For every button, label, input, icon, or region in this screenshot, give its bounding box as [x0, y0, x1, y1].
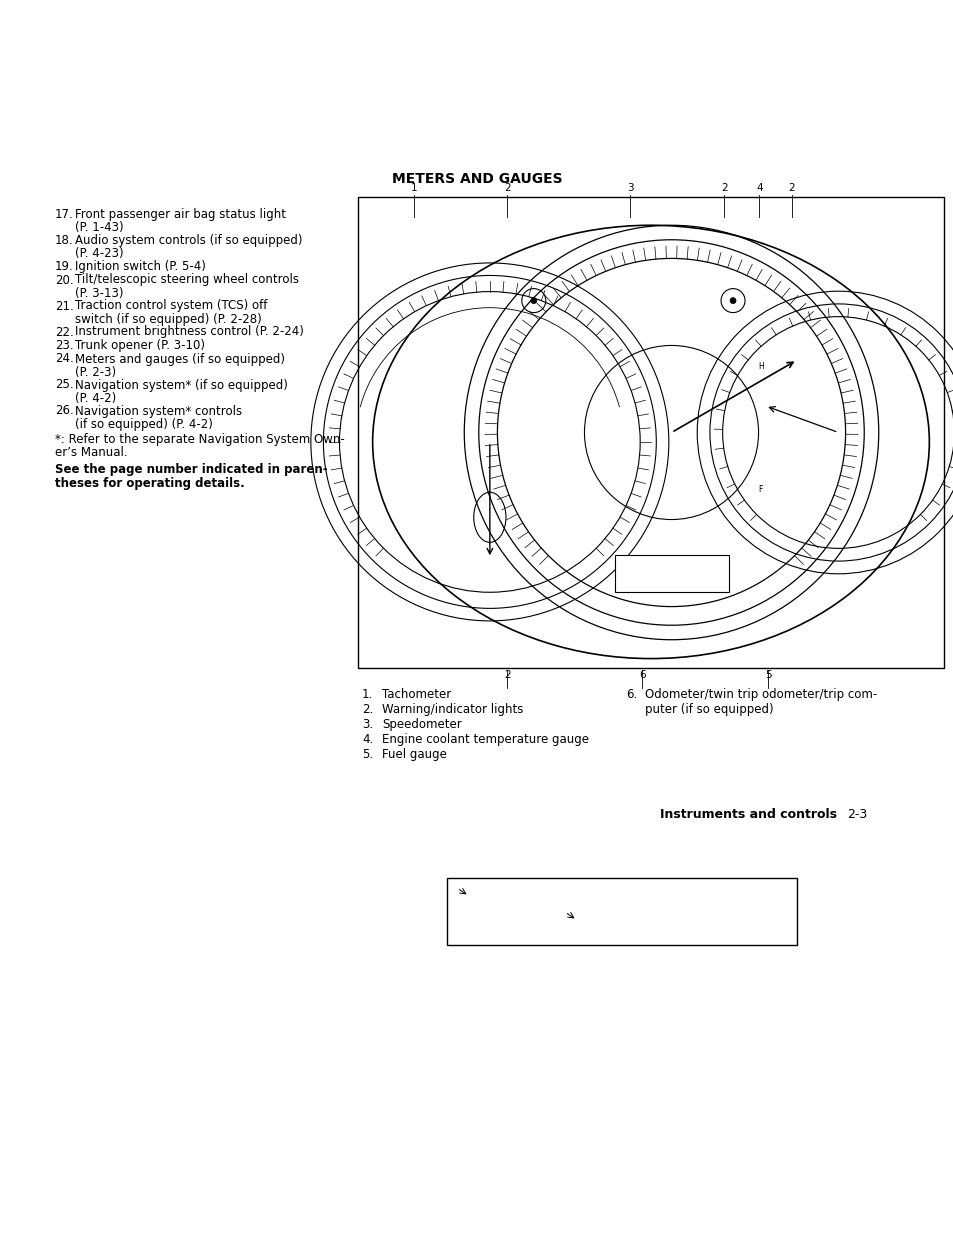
Text: Odometer/twin trip odometer/trip com-: Odometer/twin trip odometer/trip com- [644, 688, 877, 701]
Text: Ignition switch (P. 5-4): Ignition switch (P. 5-4) [75, 261, 206, 273]
Text: Tilt/telescopic steering wheel controls: Tilt/telescopic steering wheel controls [75, 273, 298, 287]
Text: 24.: 24. [55, 352, 73, 366]
Text: 19.: 19. [55, 261, 73, 273]
Text: Fuel gauge: Fuel gauge [381, 748, 446, 761]
Text: 1: 1 [410, 183, 416, 193]
Text: Front passenger air bag status light: Front passenger air bag status light [75, 207, 286, 221]
Text: Traction control system (TCS) off: Traction control system (TCS) off [75, 300, 267, 312]
Text: switch (if so equipped) (P. 2-28): switch (if so equipped) (P. 2-28) [75, 312, 261, 326]
Text: 3: 3 [626, 183, 633, 193]
Text: Navigation system* controls: Navigation system* controls [75, 405, 242, 417]
Text: 18.: 18. [55, 233, 73, 247]
Bar [614, 555, 728, 593]
Text: 4: 4 [756, 183, 761, 193]
Text: 5.: 5. [361, 748, 373, 761]
Text: 26.: 26. [55, 405, 73, 417]
Text: 20.: 20. [55, 273, 73, 287]
Text: Instruments and controls: Instruments and controls [659, 808, 836, 821]
Text: 3.: 3. [361, 718, 373, 731]
Circle shape [729, 298, 736, 304]
Text: 2-3: 2-3 [846, 808, 866, 821]
Text: (P. 3-13): (P. 3-13) [75, 287, 123, 300]
Text: 2: 2 [503, 183, 510, 193]
Text: *: Refer to the separate Navigation System Own-: *: Refer to the separate Navigation Syst… [55, 432, 344, 446]
Text: Navigation system* (if so equipped): Navigation system* (if so equipped) [75, 378, 288, 391]
Text: See the page number indicated in paren-: See the page number indicated in paren- [55, 463, 327, 477]
Text: (P. 4-2): (P. 4-2) [75, 391, 116, 405]
Text: METERS AND GAUGES: METERS AND GAUGES [392, 172, 561, 186]
Text: 6.: 6. [625, 688, 637, 701]
Text: 23.: 23. [55, 338, 73, 352]
Text: 17.: 17. [55, 207, 73, 221]
Text: 6: 6 [639, 671, 645, 680]
Bar [357, 198, 943, 668]
Text: 2: 2 [720, 183, 727, 193]
Text: Instrument brightness control (P. 2-24): Instrument brightness control (P. 2-24) [75, 326, 304, 338]
Text: Tachometer: Tachometer [381, 688, 451, 701]
Text: Engine coolant temperature gauge: Engine coolant temperature gauge [381, 734, 588, 746]
Text: H: H [757, 362, 763, 370]
Text: (P. 1-43): (P. 1-43) [75, 221, 124, 235]
Text: 22.: 22. [55, 326, 73, 338]
Text: (if so equipped) (P. 4-2): (if so equipped) (P. 4-2) [75, 417, 213, 431]
Text: 1.: 1. [361, 688, 373, 701]
Text: 2: 2 [787, 183, 794, 193]
Text: Speedometer: Speedometer [381, 718, 461, 731]
Bar [447, 878, 796, 945]
Text: Audio system controls (if so equipped): Audio system controls (if so equipped) [75, 233, 302, 247]
Text: 21.: 21. [55, 300, 73, 312]
Text: 5: 5 [764, 671, 771, 680]
Text: F: F [758, 484, 762, 494]
Text: Trunk opener (P. 3-10): Trunk opener (P. 3-10) [75, 338, 205, 352]
Text: er’s Manual.: er’s Manual. [55, 446, 128, 459]
Circle shape [530, 298, 537, 304]
Text: 2: 2 [503, 671, 510, 680]
Text: 25.: 25. [55, 378, 73, 391]
Text: theses for operating details.: theses for operating details. [55, 477, 245, 490]
Text: Meters and gauges (if so equipped): Meters and gauges (if so equipped) [75, 352, 285, 366]
Text: (P. 2-3): (P. 2-3) [75, 366, 116, 379]
Text: Warning/indicator lights: Warning/indicator lights [381, 703, 523, 716]
Text: puter (if so equipped): puter (if so equipped) [644, 703, 773, 716]
Text: (P. 4-23): (P. 4-23) [75, 247, 124, 261]
Text: 4.: 4. [361, 734, 373, 746]
Text: 2.: 2. [361, 703, 373, 716]
